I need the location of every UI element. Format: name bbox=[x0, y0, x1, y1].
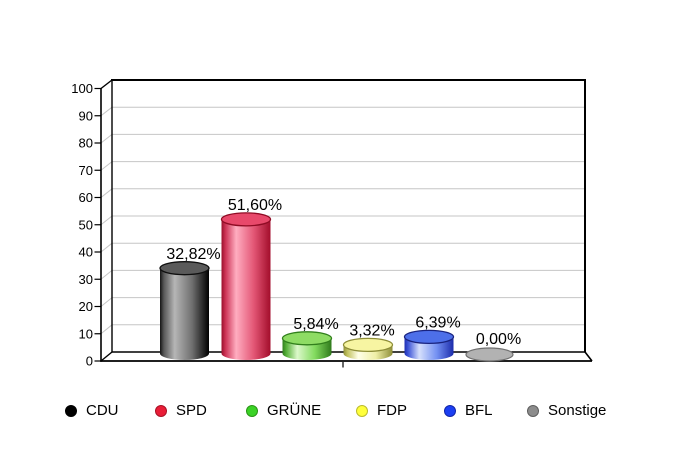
bar-value-label: 5,84% bbox=[293, 316, 338, 333]
bar-top-cap bbox=[159, 261, 210, 276]
gridline-depth-connector bbox=[100, 270, 113, 280]
bars: 32,82% 51,60% 5,84% 3,32% 6,39% 0,00% bbox=[159, 197, 521, 362]
legend-color-dot-gruene bbox=[246, 404, 258, 417]
legend-label-fdp: FDP bbox=[377, 402, 407, 419]
y-tick-label: 60 bbox=[79, 190, 93, 205]
y-tick-label: 20 bbox=[79, 299, 93, 314]
legend-color-dot-cdu bbox=[65, 404, 77, 417]
legend-item-fdp: FDP bbox=[356, 402, 407, 419]
gridline-depth-connector bbox=[100, 215, 113, 226]
bar-value-label: 0,00% bbox=[476, 331, 521, 348]
y-tick-label: 30 bbox=[79, 272, 93, 287]
legend-label-sonstige: Sonstige bbox=[548, 402, 607, 419]
gridline-depth-connector bbox=[100, 134, 113, 144]
y-axis-ticks: 0 10 20 30 40 50 60 70 80 90 100 bbox=[71, 81, 101, 369]
legend-color-dot-sonstige bbox=[527, 404, 539, 417]
legend-item-gruene: GRÜNE bbox=[246, 402, 322, 419]
bar-zero-cap bbox=[465, 347, 514, 362]
legend-color-dot-bfl bbox=[444, 404, 456, 417]
bar-spd: 51,60% bbox=[220, 197, 282, 360]
y-tick-label: 70 bbox=[79, 163, 93, 178]
y-tick-label: 0 bbox=[86, 354, 93, 369]
legend-item-spd: SPD bbox=[155, 402, 207, 419]
legend-label-cdu: CDU bbox=[86, 402, 119, 419]
legend-label-bfl: BFL bbox=[465, 402, 493, 419]
y-tick-label: 80 bbox=[79, 136, 93, 151]
depth-edge-bottom-left bbox=[100, 351, 113, 362]
bar-value-label: 51,60% bbox=[228, 197, 282, 214]
y-tick-label: 90 bbox=[79, 108, 93, 123]
gridline-depth-connector bbox=[100, 242, 113, 253]
bar-top-cap bbox=[281, 331, 333, 346]
gridline-depth-connector bbox=[100, 161, 113, 171]
bar-value-label: 32,82% bbox=[166, 246, 220, 263]
bar-sonstige: 0,00% bbox=[465, 331, 521, 362]
depth-edge-top-left bbox=[100, 79, 113, 90]
gridline-depth-connector bbox=[100, 297, 113, 307]
gridline-depth-connector bbox=[100, 188, 113, 198]
bar-top-cap bbox=[403, 329, 455, 345]
gridline-depth-connector bbox=[100, 106, 113, 117]
y-tick-label: 100 bbox=[71, 81, 93, 96]
bar-value-label: 6,39% bbox=[415, 315, 460, 332]
legend-label-gruene: GRÜNE bbox=[267, 402, 322, 419]
bar-gruene: 5,84% bbox=[281, 316, 339, 360]
legend-item-sonstige: Sonstige bbox=[527, 402, 607, 419]
y-tick-label: 40 bbox=[79, 245, 93, 260]
bar-top-cap bbox=[220, 212, 272, 227]
bar-value-label: 3,32% bbox=[349, 323, 394, 340]
gridline-depth-connector bbox=[100, 324, 113, 335]
legend-color-dot-spd bbox=[155, 404, 167, 417]
legend-item-cdu: CDU bbox=[65, 402, 119, 419]
depth-edge-bottom-right bbox=[584, 351, 593, 362]
y-tick-label: 10 bbox=[79, 326, 93, 341]
bar-top-cap bbox=[342, 337, 394, 353]
bar-bfl: 6,39% bbox=[403, 315, 461, 360]
legend-color-dot-fdp bbox=[356, 404, 368, 417]
bar-fdp: 3,32% bbox=[342, 323, 395, 360]
bar-body bbox=[221, 219, 271, 354]
legend-item-bfl: BFL bbox=[444, 402, 493, 419]
bar-body bbox=[160, 268, 209, 354]
bar-cdu: 32,82% bbox=[159, 246, 221, 360]
y-tick-label: 50 bbox=[79, 217, 93, 232]
legend-label-spd: SPD bbox=[176, 402, 207, 419]
